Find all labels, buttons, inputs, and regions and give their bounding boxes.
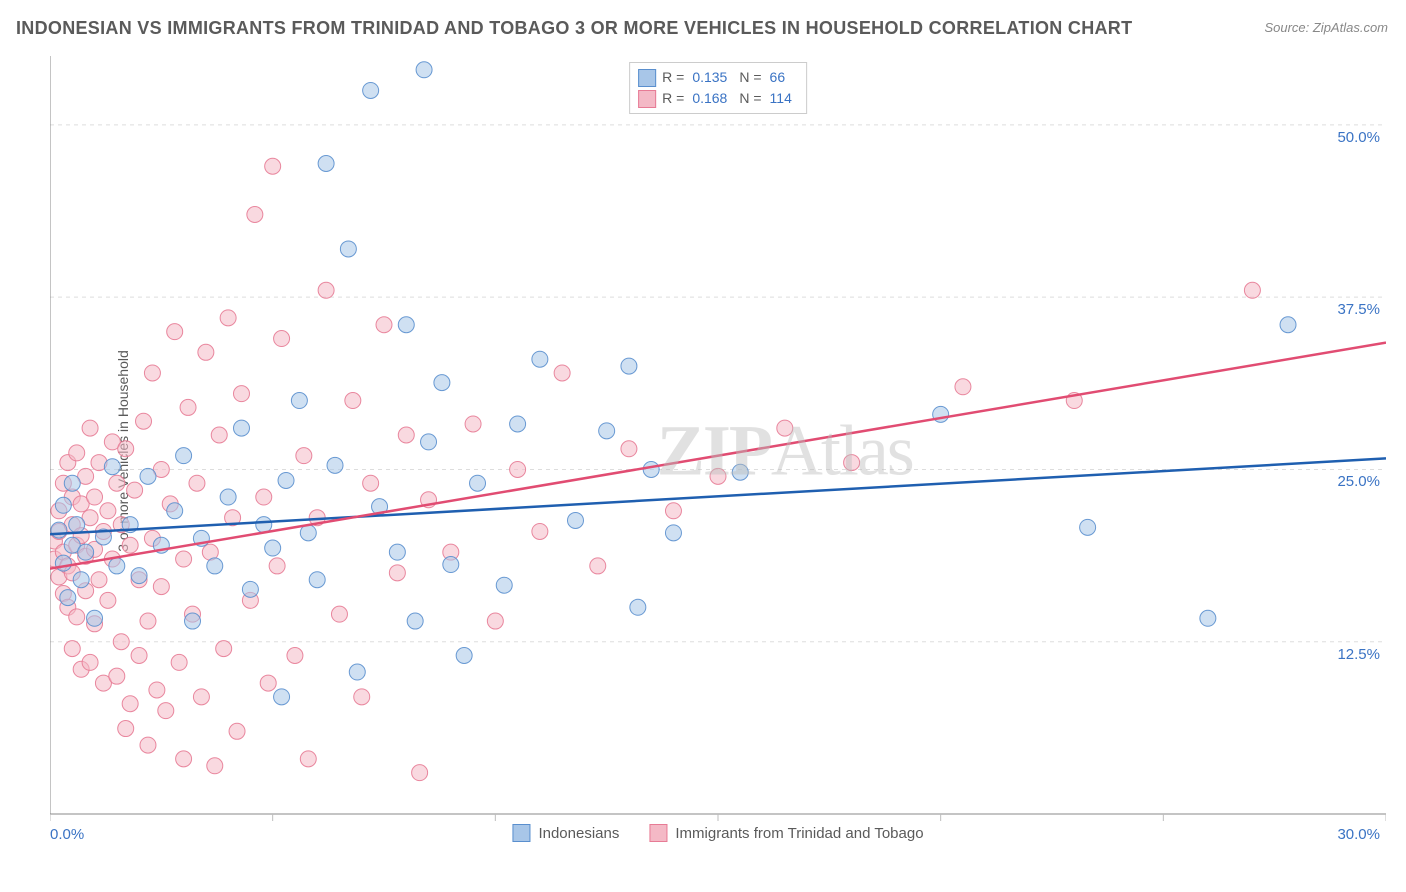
y-tick-37-5: 37.5% (1337, 301, 1380, 318)
y-tick-50: 50.0% (1337, 129, 1380, 146)
correlation-legend: R =0.135 N =66 R =0.168 N =114 (629, 62, 807, 114)
y-tick-25: 25.0% (1337, 473, 1380, 490)
x-tick-0: 0.0% (50, 826, 84, 843)
legend-swatch-pink (638, 90, 656, 108)
legend-item-trinidad: Immigrants from Trinidad and Tobago (649, 824, 923, 842)
scatter-plot-svg (50, 56, 1386, 846)
series-legend: Indonesians Immigrants from Trinidad and… (512, 824, 923, 842)
legend-swatch-blue-icon (512, 824, 530, 842)
legend-row-series-b: R =0.168 N =114 (638, 88, 798, 109)
correlation-chart: 3 or more Vehicles in Household ZIPAtlas… (50, 56, 1386, 846)
legend-item-indonesians: Indonesians (512, 824, 619, 842)
y-tick-12-5: 12.5% (1337, 646, 1380, 663)
chart-title: INDONESIAN VS IMMIGRANTS FROM TRINIDAD A… (16, 18, 1132, 39)
legend-swatch-blue (638, 69, 656, 87)
x-tick-30: 30.0% (1337, 826, 1380, 843)
chart-source: Source: ZipAtlas.com (1264, 20, 1388, 35)
legend-row-series-a: R =0.135 N =66 (638, 67, 798, 88)
legend-swatch-pink-icon (649, 824, 667, 842)
